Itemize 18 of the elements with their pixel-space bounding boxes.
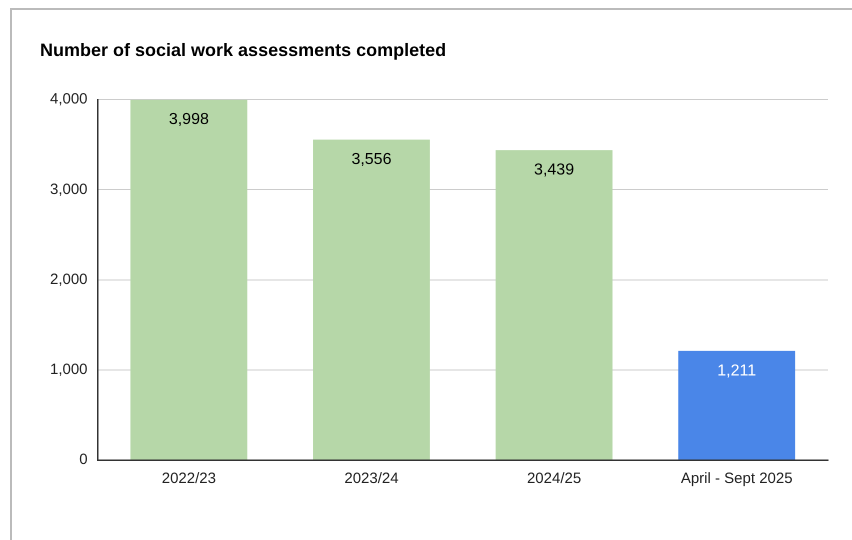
data-label: 3,556 — [351, 151, 392, 168]
bar — [130, 100, 248, 460]
y-tick-label: 1,000 — [50, 361, 88, 378]
y-tick-label: 3,000 — [50, 180, 88, 198]
data-label: 1,211 — [717, 362, 756, 380]
x-tick-label: April - Sept 2025 — [680, 470, 793, 488]
x-tick-label: 2024/25 — [526, 470, 582, 488]
bar — [678, 350, 796, 460]
y-tick-label: 2,000 — [50, 270, 88, 288]
bar — [496, 150, 613, 460]
bar — [313, 140, 430, 460]
chart-title: Number of social work assessments completed — [40, 40, 446, 60]
x-tick-label: 2022/23 — [162, 470, 216, 488]
y-tick-label: 4,000 — [50, 90, 88, 108]
y-tick-label: 0 — [79, 451, 88, 468]
data-label: 3,998 — [168, 111, 209, 128]
data-label: 3,439 — [534, 162, 574, 179]
x-tick-label: 2023/24 — [344, 470, 399, 488]
